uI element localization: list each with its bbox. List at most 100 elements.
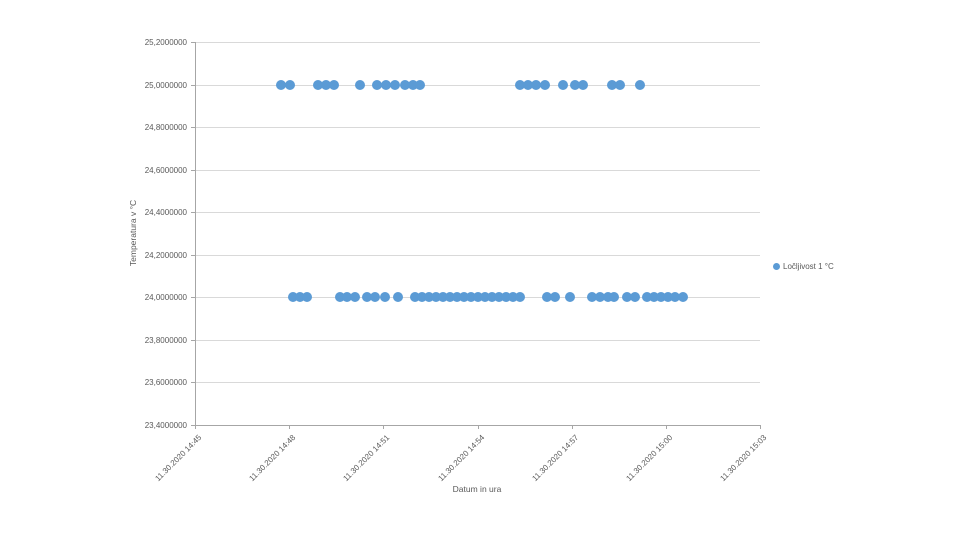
data-point	[473, 292, 484, 303]
y-tick-label: 23,8000000	[144, 335, 187, 345]
x-tick-label: 11.30.2020 14:45	[153, 433, 204, 483]
data-point	[655, 292, 666, 303]
x-tick-label: 11.30.2020 14:51	[341, 433, 392, 483]
plot-area	[195, 42, 760, 425]
data-point	[423, 292, 434, 303]
y-gridline	[195, 84, 760, 86]
data-point	[523, 79, 534, 90]
y-tick-label: 24,4000000	[144, 208, 187, 218]
x-tick-mark	[195, 425, 196, 429]
data-point	[415, 79, 426, 90]
data-point	[507, 292, 518, 303]
data-point	[399, 79, 410, 90]
legend-marker-icon	[773, 263, 780, 270]
data-point	[276, 79, 286, 90]
x-tick-mark	[665, 425, 667, 429]
y-tick-mark	[191, 254, 195, 256]
y-tick-mark	[191, 339, 195, 341]
x-tick-label: 11.30.2020 14:54	[435, 433, 486, 483]
data-point	[550, 292, 561, 303]
data-point	[416, 292, 427, 303]
data-point	[302, 292, 313, 303]
y-gridline	[195, 382, 760, 384]
y-tick-label: 25,2000000	[144, 38, 187, 47]
y-tick-label: 24,0000000	[144, 293, 187, 303]
y-tick-mark	[191, 42, 195, 43]
data-point	[437, 292, 448, 303]
x-tick-mark	[289, 425, 291, 429]
y-gridline	[195, 169, 760, 171]
data-point	[663, 292, 674, 303]
data-point	[480, 292, 491, 303]
data-point	[320, 79, 331, 90]
data-point	[285, 79, 296, 90]
data-point	[355, 79, 366, 90]
legend: Ločljivost 1 °C	[773, 262, 834, 271]
y-axis-line	[195, 42, 196, 426]
data-point	[634, 79, 645, 90]
y-tick-label: 25,0000000	[144, 80, 187, 90]
y-tick-mark	[191, 382, 195, 384]
data-point	[530, 79, 541, 90]
data-point	[606, 79, 617, 90]
data-point	[642, 292, 652, 303]
y-tick-label: 24,8000000	[144, 123, 187, 133]
data-point	[329, 79, 340, 90]
x-tick-label: 11.30.2020 15:00	[624, 433, 675, 483]
y-tick-mark	[191, 169, 195, 171]
data-point	[602, 292, 613, 303]
y-tick-mark	[191, 127, 195, 129]
y-tick-mark	[191, 212, 195, 214]
data-point	[379, 292, 390, 303]
data-point	[389, 79, 400, 90]
data-point	[372, 79, 383, 90]
data-point	[410, 292, 421, 303]
y-tick-mark	[191, 425, 195, 426]
x-tick-mark	[477, 425, 479, 429]
data-point	[586, 292, 597, 303]
data-point	[539, 79, 550, 90]
x-tick-label: 11.30.2020 14:57	[530, 433, 581, 483]
x-tick-mark	[383, 425, 385, 429]
data-point	[407, 79, 418, 90]
data-point	[431, 292, 442, 303]
data-point	[514, 79, 525, 90]
data-point	[677, 292, 688, 303]
x-tick-mark	[760, 425, 761, 429]
y-gridline	[195, 254, 760, 256]
data-point	[669, 292, 680, 303]
y-tick-label: 24,2000000	[144, 250, 187, 260]
data-point	[350, 292, 361, 303]
y-tick-label: 23,6000000	[144, 378, 187, 388]
data-point	[577, 79, 588, 90]
legend-label: Ločljivost 1 °C	[783, 262, 834, 271]
data-point	[608, 292, 619, 303]
y-gridline	[195, 339, 760, 341]
data-point	[621, 292, 632, 303]
data-point	[629, 292, 640, 303]
data-point	[341, 292, 352, 303]
data-point	[648, 292, 659, 303]
data-point	[465, 292, 476, 303]
data-point	[335, 292, 346, 303]
data-point	[541, 292, 552, 303]
y-tick-mark	[191, 84, 195, 86]
data-point	[362, 292, 372, 303]
data-point	[369, 292, 380, 303]
x-tick-label: 11.30.2020 14:48	[247, 433, 298, 483]
data-point	[493, 292, 504, 303]
y-tick-mark	[191, 297, 195, 299]
data-point	[501, 292, 512, 303]
data-point	[615, 79, 625, 90]
data-point	[459, 292, 469, 303]
y-tick-label: 24,6000000	[144, 165, 187, 175]
y-gridline	[195, 42, 760, 43]
x-tick-label: 11.30.2020 15:03	[718, 433, 769, 483]
data-point	[486, 292, 497, 303]
data-point	[444, 292, 455, 303]
y-tick-label: 23,4000000	[144, 421, 187, 430]
data-point	[514, 292, 525, 303]
data-point	[287, 292, 298, 303]
data-point	[564, 292, 575, 303]
